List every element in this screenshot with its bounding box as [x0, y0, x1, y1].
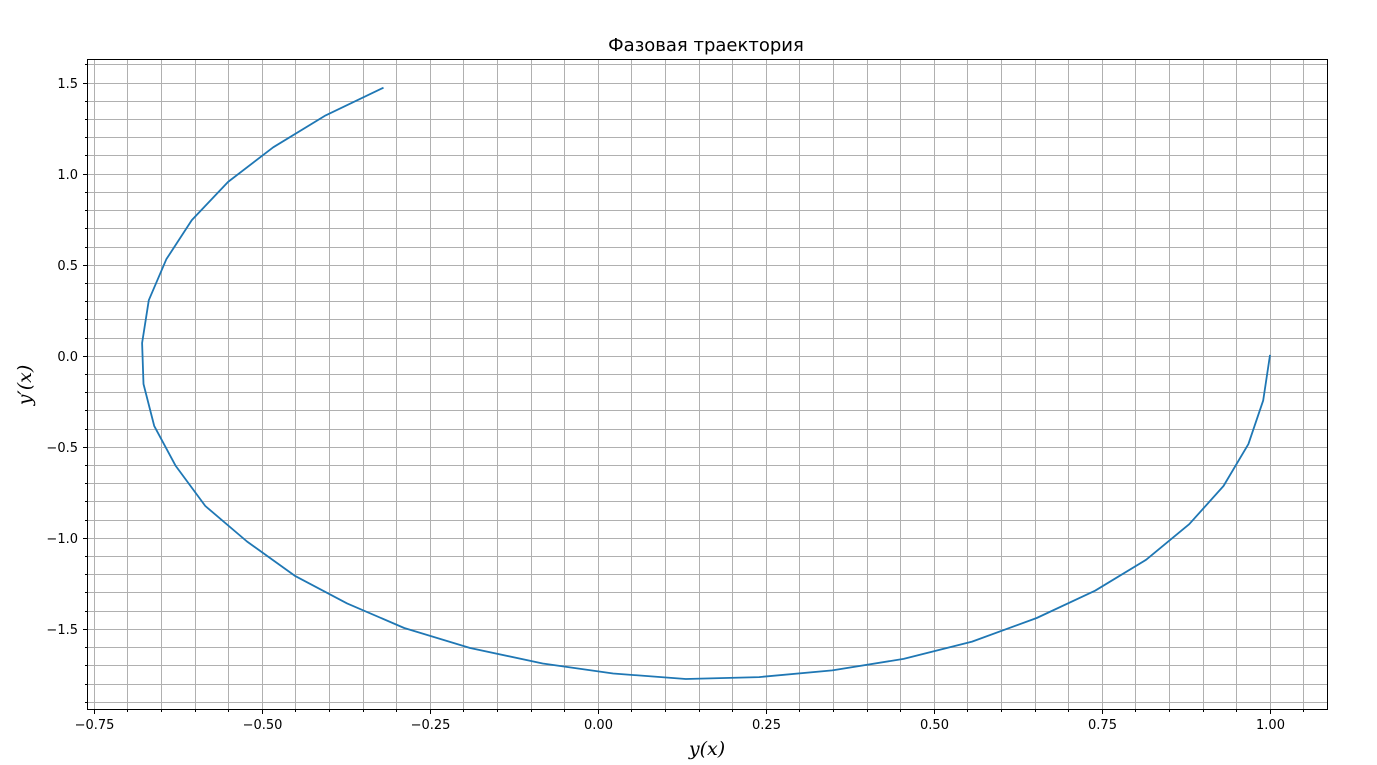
- plot-frame: [87, 59, 1328, 710]
- trajectory-line: [141, 86, 1271, 680]
- y-tick-label: 0.5: [57, 259, 78, 274]
- y-tick-label: −1.0: [46, 532, 78, 547]
- y-tick-label: 0.0: [57, 350, 78, 365]
- x-tick-label: −0.50: [243, 718, 283, 733]
- major-grid: [87, 59, 1327, 709]
- y-tick-label: −1.5: [46, 623, 78, 638]
- chart-title: Фазовая траектория: [608, 35, 804, 56]
- x-tick-label: 0.75: [1088, 718, 1117, 733]
- x-tick-label: 0.25: [752, 718, 781, 733]
- x-tick-label: −0.25: [411, 718, 451, 733]
- y-axis-label: y′(x): [14, 365, 36, 407]
- x-tick-label: 0.00: [584, 718, 613, 733]
- x-axis-ticks: −0.75 −0.50 −0.25 0.00 0.25 0.50 0.75 1.00: [75, 709, 1304, 733]
- series-group: [141, 86, 1271, 680]
- y-axis-ticks: −1.5 −1.0 −0.5 0.0 0.5 1.0 1.5: [46, 64, 88, 703]
- y-tick-label: −0.5: [46, 441, 78, 456]
- x-axis-label: y(x): [688, 738, 725, 760]
- y-tick-label: 1.5: [57, 77, 78, 92]
- x-tick-label: −0.75: [75, 718, 115, 733]
- x-tick-label: 1.00: [1256, 718, 1285, 733]
- y-tick-label: 1.0: [57, 168, 78, 183]
- x-tick-label: 0.50: [920, 718, 949, 733]
- minor-grid: [87, 59, 1327, 709]
